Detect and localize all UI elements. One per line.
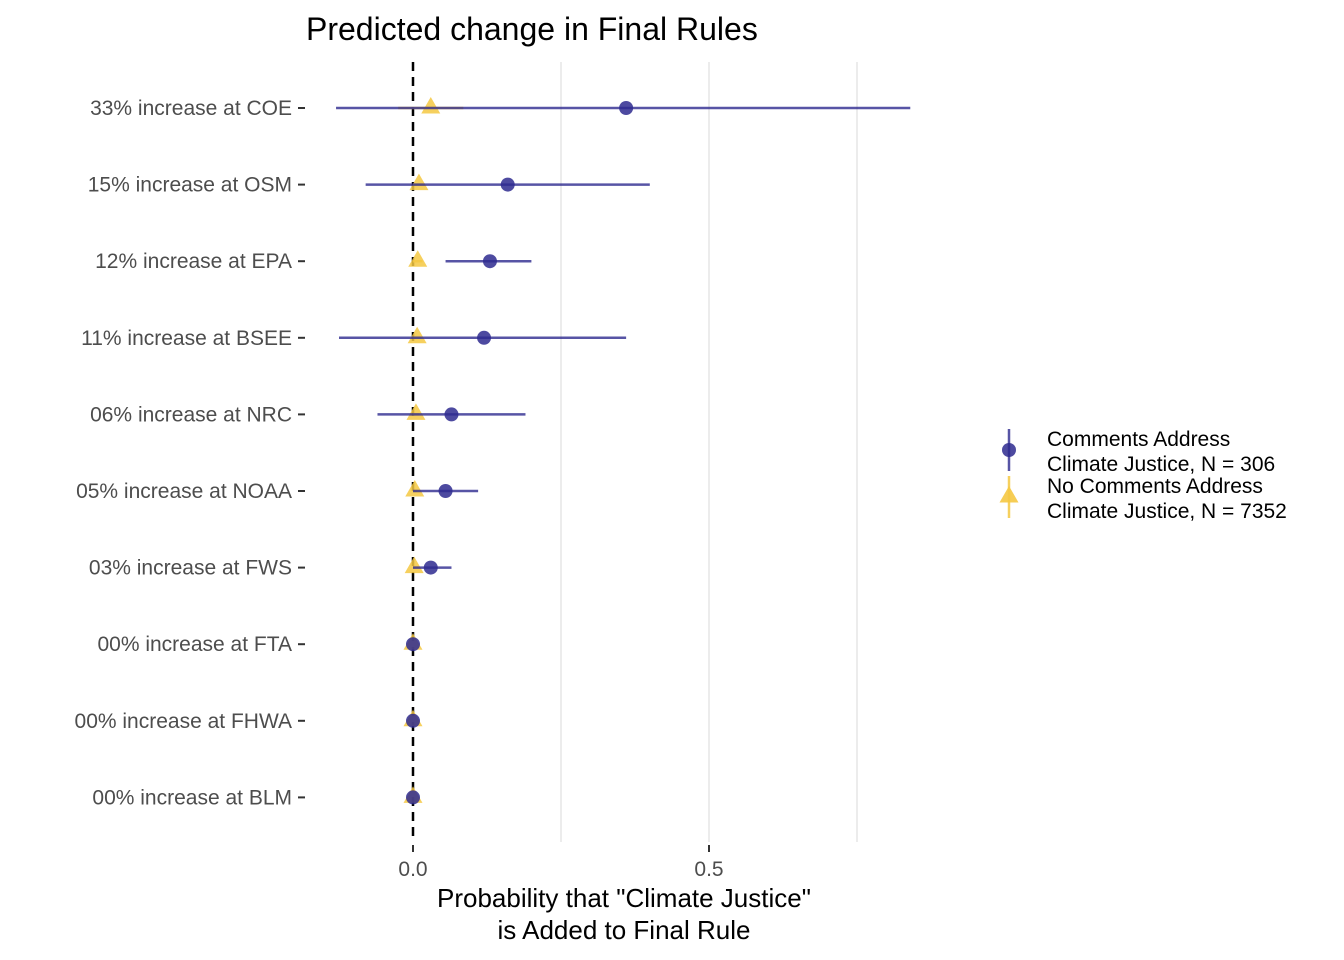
marks	[336, 97, 911, 805]
y-tick-label: 00% increase at FHWA	[75, 710, 292, 733]
point-no-comments	[405, 480, 425, 497]
point-no-comments	[409, 173, 429, 191]
legend-label-no-comments-line-2: Climate Justice, N = 7352	[1047, 500, 1287, 523]
y-tick-label: 15% increase at OSM	[88, 174, 292, 197]
x-tick-label: 0.5	[694, 858, 723, 881]
y-tick-label: 06% increase at NRC	[90, 403, 292, 426]
legend-key-comments	[1002, 443, 1016, 457]
x-axis: 0.0 0.5	[398, 845, 724, 881]
y-tick-label: 00% increase at BLM	[92, 786, 292, 809]
point-comments	[482, 254, 497, 269]
point-comments	[500, 177, 515, 192]
point-no-comments	[408, 250, 428, 267]
point-comments	[444, 407, 459, 422]
legend-key-no-comments	[999, 486, 1019, 503]
legend-label-comments-line-1: Comments Address	[1047, 428, 1230, 451]
legend-label-no-comments-line-1: No Comments Address	[1047, 475, 1263, 498]
y-tick-label: 11% increase at BSEE	[81, 327, 292, 350]
point-no-comments	[406, 403, 426, 420]
point-no-comments	[404, 556, 424, 574]
y-axis: 33% increase at COE 15% increase at OSM 12…	[75, 97, 305, 809]
point-comments	[406, 637, 420, 652]
y-tick-label: 03% increase at FWS	[89, 557, 292, 580]
point-comments	[423, 560, 438, 575]
point-comments	[619, 101, 634, 115]
point-comments	[406, 713, 420, 728]
x-axis-label-line-2: is Added to Final Rule	[498, 915, 751, 945]
x-axis-label: Probability that "Climate Justice" is Ad…	[437, 883, 811, 945]
point-comments	[477, 330, 492, 345]
y-tick-label: 00% increase at FTA	[97, 633, 292, 656]
grid	[560, 62, 858, 842]
point-comments	[438, 484, 453, 498]
y-tick-label: 33% increase at COE	[90, 97, 292, 120]
legend-label-comments-line-2: Climate Justice, N = 306	[1047, 453, 1275, 476]
chart-title: Predicted change in Final Rules	[306, 11, 758, 47]
x-tick-label: 0.0	[398, 858, 427, 881]
x-axis-label-line-1: Probability that "Climate Justice"	[437, 883, 811, 913]
point-comments	[406, 790, 420, 805]
point-no-comments	[421, 97, 441, 114]
point-no-comments	[407, 326, 427, 344]
y-tick-label: 12% increase at EPA	[95, 250, 292, 273]
y-tick-label: 05% increase at NOAA	[76, 480, 292, 503]
